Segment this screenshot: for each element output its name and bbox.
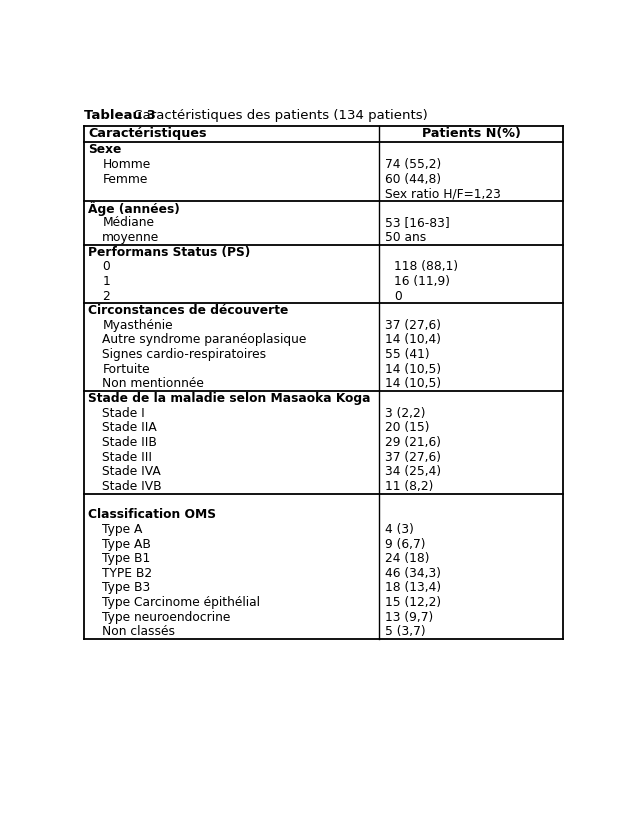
Text: 118 (88,1): 118 (88,1) — [394, 260, 459, 273]
Text: Stade IVB: Stade IVB — [102, 480, 162, 493]
Text: 1: 1 — [102, 275, 110, 288]
Text: Sexe: Sexe — [88, 143, 122, 156]
Text: Type neuroendocrine: Type neuroendocrine — [102, 610, 231, 623]
Text: 9 (6,7): 9 (6,7) — [385, 538, 426, 550]
Text: 18 (13,4): 18 (13,4) — [385, 581, 441, 594]
Text: 60 (44,8): 60 (44,8) — [385, 173, 441, 186]
Text: Stade IIA: Stade IIA — [102, 421, 157, 434]
Text: Type AB: Type AB — [102, 538, 151, 550]
Text: 37 (27,6): 37 (27,6) — [385, 319, 441, 332]
Text: Patients N(%): Patients N(%) — [422, 127, 521, 140]
Text: Femme: Femme — [102, 173, 148, 186]
Text: 16 (11,9): 16 (11,9) — [394, 275, 451, 288]
Text: Non classés: Non classés — [102, 625, 175, 638]
Text: Signes cardio-respiratoires: Signes cardio-respiratoires — [102, 348, 266, 361]
Text: Homme: Homme — [102, 158, 150, 171]
Text: Fortuite: Fortuite — [102, 363, 150, 376]
Text: 15 (12,2): 15 (12,2) — [385, 596, 441, 609]
Text: TYPE B2: TYPE B2 — [102, 566, 152, 579]
Text: 55 (41): 55 (41) — [385, 348, 430, 361]
Text: 74 (55,2): 74 (55,2) — [385, 158, 441, 171]
Text: Type Carcinome épithélial: Type Carcinome épithélial — [102, 596, 260, 609]
Text: 14 (10,5): 14 (10,5) — [385, 377, 441, 390]
Text: 11 (8,2): 11 (8,2) — [385, 480, 434, 493]
Text: 29 (21,6): 29 (21,6) — [385, 436, 441, 449]
Text: Stade III: Stade III — [102, 451, 152, 464]
Text: Type A: Type A — [102, 523, 143, 536]
Text: Stade IIB: Stade IIB — [102, 436, 157, 449]
Text: 5 (3,7): 5 (3,7) — [385, 625, 426, 638]
Text: Sex ratio H/F=1,23: Sex ratio H/F=1,23 — [385, 187, 501, 200]
Text: Autre syndrome paranéoplasique: Autre syndrome paranéoplasique — [102, 333, 307, 346]
Text: 4 (3): 4 (3) — [385, 523, 414, 536]
Text: Stade IVA: Stade IVA — [102, 465, 161, 478]
Text: Type B1: Type B1 — [102, 552, 150, 565]
Text: Classification OMS: Classification OMS — [88, 509, 216, 522]
Text: Caractéristiques: Caractéristiques — [88, 127, 207, 140]
Text: 34 (25,4): 34 (25,4) — [385, 465, 441, 478]
Text: 24 (18): 24 (18) — [385, 552, 430, 565]
Text: 14 (10,5): 14 (10,5) — [385, 363, 441, 376]
Text: Myasthénie: Myasthénie — [102, 319, 173, 332]
Text: 14 (10,4): 14 (10,4) — [385, 333, 441, 346]
Text: Performans Status (PS): Performans Status (PS) — [88, 245, 250, 258]
Text: . Caractéristiques des patients (134 patients): . Caractéristiques des patients (134 pat… — [125, 108, 427, 121]
Text: 37 (27,6): 37 (27,6) — [385, 451, 441, 464]
Text: 53 [16-83]: 53 [16-83] — [385, 217, 450, 230]
Text: Stade de la maladie selon Masaoka Koga: Stade de la maladie selon Masaoka Koga — [88, 392, 371, 405]
Text: 2: 2 — [102, 289, 110, 302]
Text: Âge (années): Âge (années) — [88, 201, 180, 215]
Text: 0: 0 — [394, 289, 402, 302]
Text: 0: 0 — [102, 260, 110, 273]
Text: 13 (9,7): 13 (9,7) — [385, 610, 434, 623]
Text: Circonstances de découverte: Circonstances de découverte — [88, 304, 289, 317]
Text: Non mentionnée: Non mentionnée — [102, 377, 204, 390]
Text: 46 (34,3): 46 (34,3) — [385, 566, 441, 579]
Text: 20 (15): 20 (15) — [385, 421, 430, 434]
Text: Type B3: Type B3 — [102, 581, 150, 594]
Text: moyenne: moyenne — [102, 231, 159, 244]
Text: Médiane: Médiane — [102, 217, 154, 230]
Text: Tableau 3: Tableau 3 — [85, 108, 156, 121]
Text: 50 ans: 50 ans — [385, 231, 427, 244]
Text: Stade I: Stade I — [102, 407, 145, 420]
Text: 3 (2,2): 3 (2,2) — [385, 407, 426, 420]
